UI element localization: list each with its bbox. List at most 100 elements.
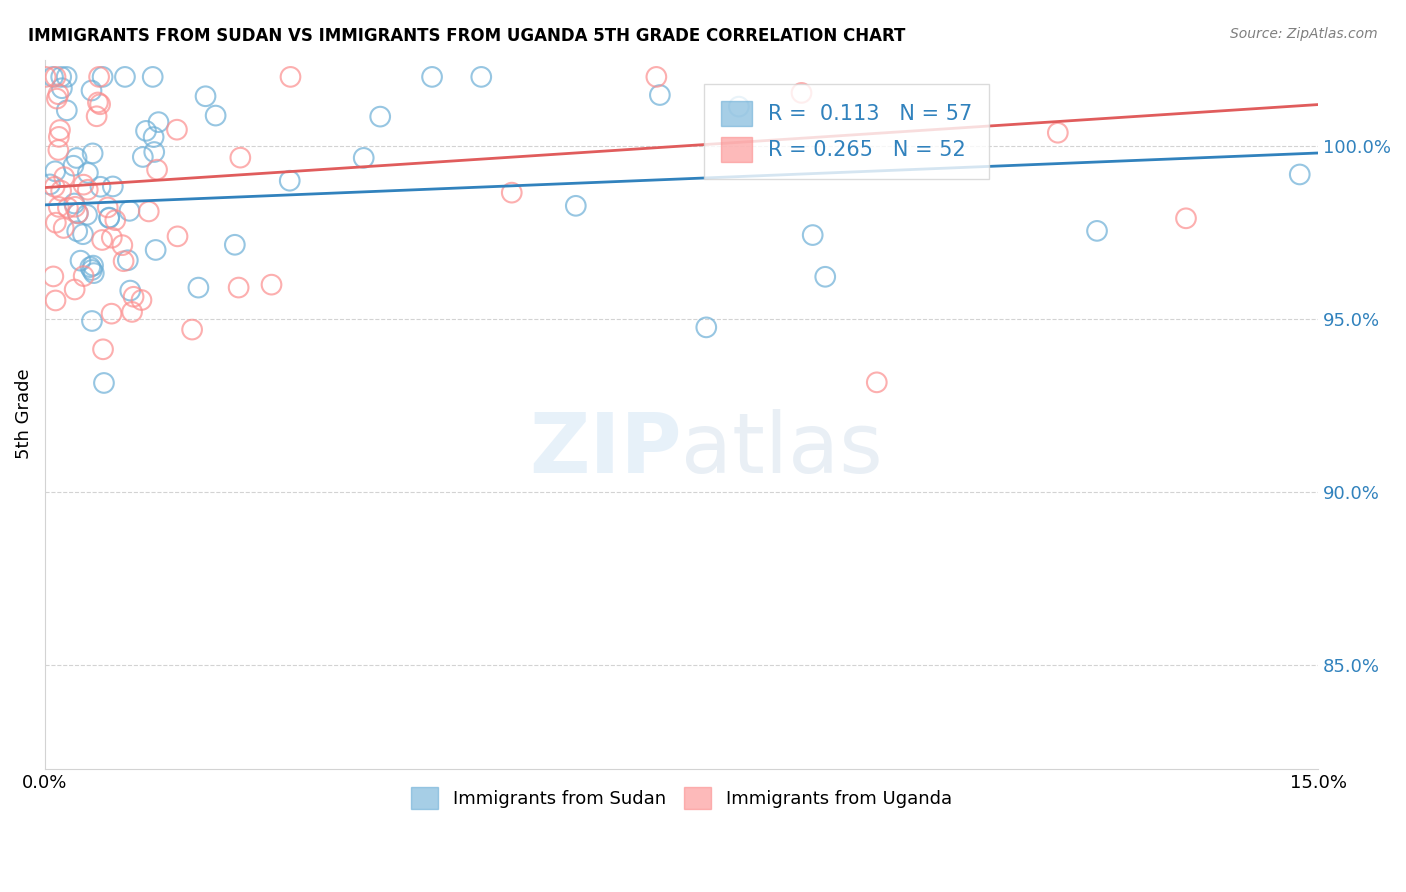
Point [98, 211, 121, 225]
Point [131, 293, 153, 307]
Point [93, 376, 115, 390]
Point [66, 206, 89, 220]
Point [53, 170, 76, 185]
Point [353, 151, 375, 165]
Point [501, 186, 523, 200]
Point [83, 266, 105, 280]
Point [120, 284, 142, 298]
Point [55, 70, 77, 84]
Y-axis label: 5th Grade: 5th Grade [15, 368, 32, 459]
Point [728, 100, 751, 114]
Point [76, 208, 98, 222]
Point [101, 230, 124, 244]
Point [51, 81, 73, 95]
Point [132, 150, 155, 164]
Point [79, 260, 101, 274]
Point [146, 162, 169, 177]
Point [87, 70, 110, 84]
Point [89, 97, 111, 112]
Point [1085, 224, 1108, 238]
Point [143, 145, 166, 159]
Point [91, 343, 114, 357]
Point [80, 263, 103, 277]
Point [814, 269, 837, 284]
Point [118, 203, 141, 218]
Point [48, 129, 70, 144]
Text: ZIP: ZIP [529, 409, 682, 490]
Point [45, 92, 67, 106]
Point [420, 70, 443, 84]
Point [204, 109, 226, 123]
Point [63, 196, 86, 211]
Point [52, 221, 75, 235]
Point [82, 259, 104, 273]
Text: Source: ZipAtlas.com: Source: ZipAtlas.com [1230, 27, 1378, 41]
Point [39, 178, 62, 192]
Point [260, 277, 283, 292]
Point [91, 70, 114, 84]
Point [87, 95, 110, 110]
Point [117, 253, 139, 268]
Point [56, 201, 79, 215]
Point [138, 204, 160, 219]
Point [1175, 211, 1198, 226]
Point [801, 228, 824, 243]
Point [224, 237, 246, 252]
Point [145, 243, 167, 257]
Point [44, 164, 66, 178]
Point [48, 87, 70, 102]
Point [148, 115, 170, 129]
Point [66, 224, 89, 238]
Point [48, 143, 70, 157]
Point [73, 269, 96, 284]
Point [229, 151, 252, 165]
Point [98, 211, 121, 225]
Point [135, 124, 157, 138]
Point [142, 130, 165, 145]
Point [63, 283, 86, 297]
Point [80, 84, 103, 98]
Point [187, 280, 209, 294]
Point [82, 146, 104, 161]
Point [66, 206, 89, 220]
Point [89, 179, 111, 194]
Point [45, 216, 67, 230]
Point [72, 178, 94, 192]
Point [100, 307, 122, 321]
Text: IMMIGRANTS FROM SUDAN VS IMMIGRANTS FROM UGANDA 5TH GRADE CORRELATION CHART: IMMIGRANTS FROM SUDAN VS IMMIGRANTS FROM… [28, 27, 905, 45]
Point [166, 229, 188, 244]
Point [56, 103, 79, 118]
Point [86, 109, 108, 123]
Point [181, 322, 204, 336]
Point [34, 70, 56, 84]
Point [63, 200, 86, 214]
Point [645, 70, 668, 84]
Point [44, 179, 66, 194]
Point [49, 123, 72, 137]
Point [62, 159, 84, 173]
Point [866, 376, 889, 390]
Point [97, 200, 120, 214]
Point [565, 199, 588, 213]
Point [101, 179, 124, 194]
Point [72, 227, 94, 242]
Point [790, 86, 813, 100]
Point [76, 183, 98, 197]
Point [114, 70, 136, 84]
Point [49, 184, 72, 198]
Point [77, 166, 100, 180]
Point [166, 122, 188, 136]
Legend: Immigrants from Sudan, Immigrants from Uganda: Immigrants from Sudan, Immigrants from U… [404, 780, 959, 816]
Point [69, 253, 91, 268]
Point [648, 88, 671, 103]
Point [280, 70, 302, 84]
Point [1046, 126, 1069, 140]
Point [44, 70, 66, 84]
Point [112, 254, 135, 268]
Point [51, 70, 73, 84]
Point [80, 314, 103, 328]
Point [142, 70, 165, 84]
Point [104, 213, 127, 227]
Point [1288, 168, 1310, 182]
Point [65, 151, 87, 165]
